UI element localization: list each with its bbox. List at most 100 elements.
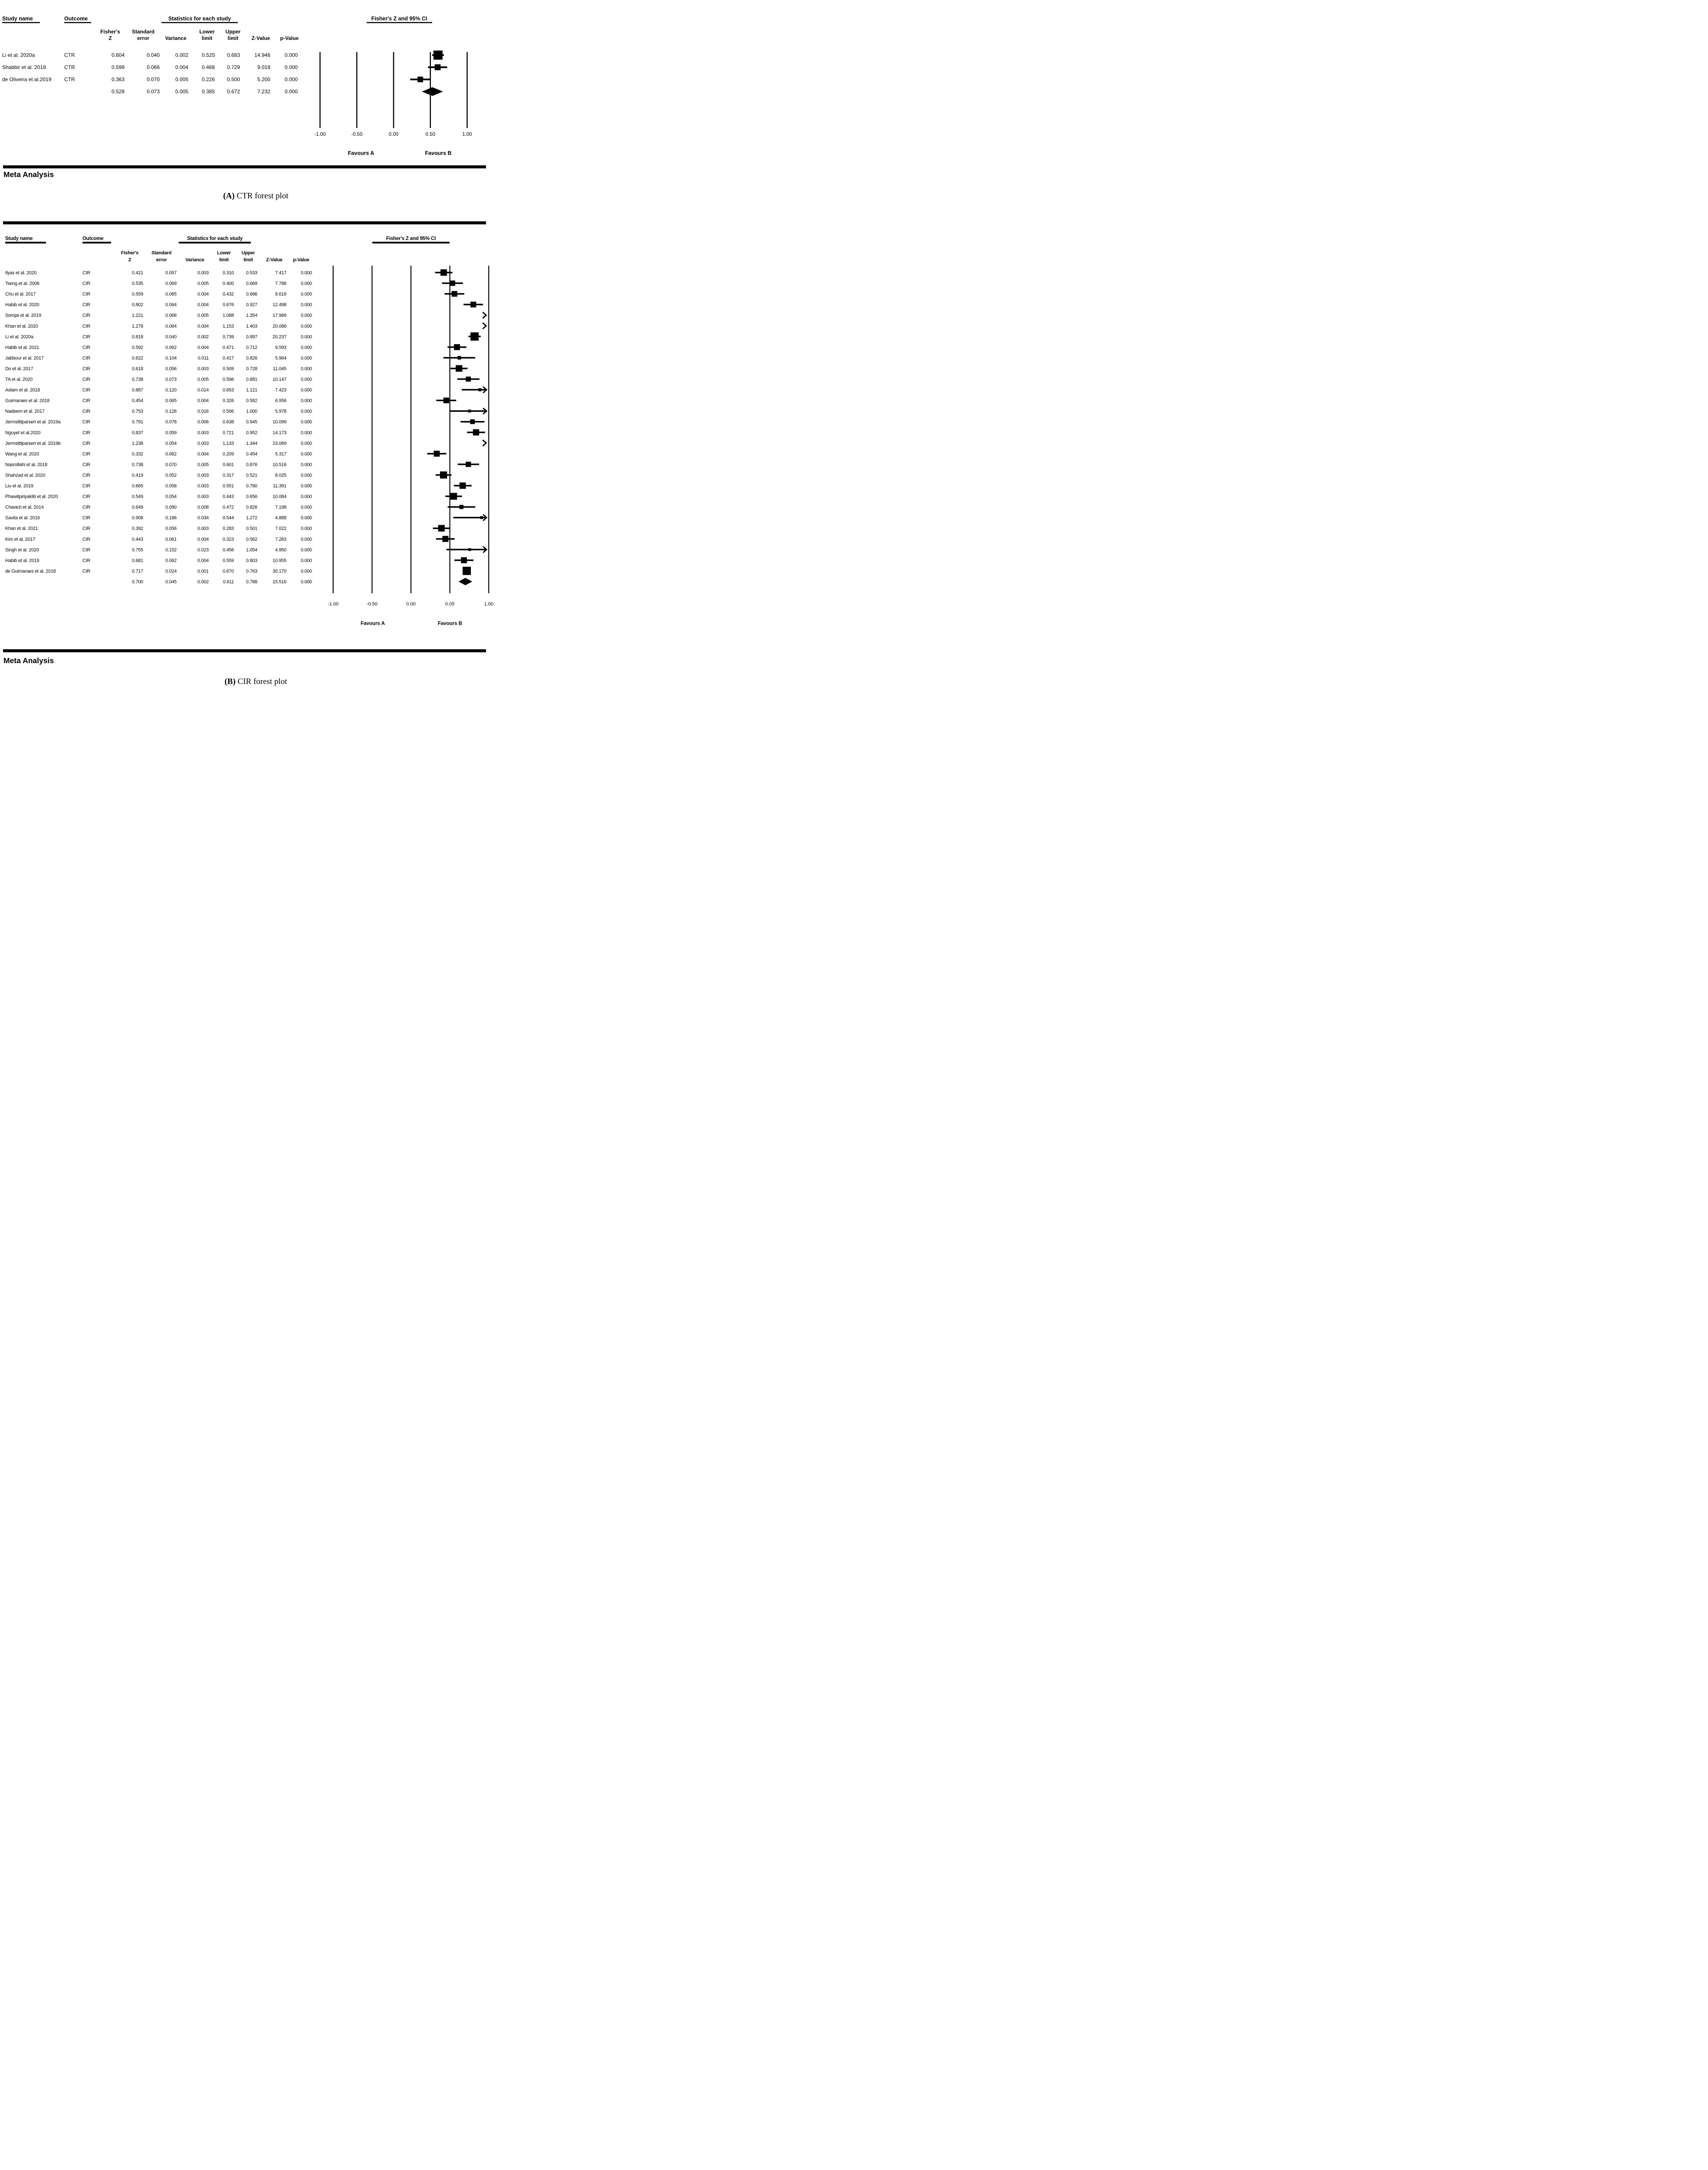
offscale-arrow-icon [482,439,487,447]
stat-cell: 4.888 [275,516,286,521]
outcome-cell: CIR [82,324,90,329]
stat-cell: 0.908 [132,516,143,521]
stat-cell: 0.443 [132,537,143,542]
axis-tick-label: 1.00 [462,132,472,137]
stat-cell: 0.023 [197,547,209,552]
stat-cell: 0.000 [285,89,298,95]
study-name-cell: Nasrollahi et al. 2018 [5,462,47,467]
stat-cell: 0.323 [223,537,234,542]
favours-right-label: Favours B [425,150,451,156]
stat-cell: 0.016 [197,409,209,414]
stat-cell: 6.956 [275,398,286,404]
outcome-cell: CIR [82,398,90,404]
stat-cell: 7.232 [257,89,270,95]
forest-square [461,557,467,563]
stat-cell: 0.186 [165,516,177,521]
stat-cell: 5.978 [275,409,286,414]
study-name-cell: Do et al. 2017 [5,366,33,372]
study-name-cell: Li et al. 2020a [2,52,35,58]
stat-cell: 0.454 [132,398,143,404]
axis-tick-label: 1.00 [484,602,493,607]
stat-cell: 0.034 [197,516,209,521]
stat-cell: 0.618 [132,366,143,372]
stat-cell: 1.403 [246,324,257,329]
study-name-cell: Wang et al. 2020 [5,451,39,457]
stat-cell: 0.000 [301,302,312,308]
stat-cell: 9.593 [275,345,286,350]
stat-cell: 1.354 [246,313,257,318]
stat-cell: 0.559 [223,558,234,563]
stat-cell: 0.385 [202,89,215,95]
stat-cell: 8.025 [275,473,286,478]
stat-cell: 0.326 [223,398,234,404]
stat-cell: 0.006 [197,420,209,425]
stat-cell: 0.672 [227,89,240,95]
stat-cell: 0.818 [132,334,143,339]
study-name-cell: de Oliveira et al.2019 [2,76,52,82]
stat-cell: 0.014 [197,388,209,393]
stat-cell: 0.592 [132,345,143,350]
stat-cell: 0.064 [165,302,177,308]
stat-cell: 0.000 [285,76,298,82]
column-header: Lower [217,250,231,256]
stat-cell: 0.506 [223,409,234,414]
stat-cell: 0.468 [202,64,215,70]
axis-tick-label: -0.50 [351,132,362,137]
outcome-cell: CIR [82,526,90,531]
stat-cell: 1.088 [223,313,234,318]
stat-cell: 0.005 [197,462,209,467]
outcome-cell: CIR [82,483,90,489]
stat-cell: 0.104 [165,355,177,361]
stat-cell: 11.045 [273,366,286,372]
stat-cell: 0.152 [165,547,177,552]
stat-cell: 0.004 [197,302,209,308]
column-header: Z-Value [266,257,282,263]
outcome-cell: CIR [82,270,90,276]
stat-cell: 0.004 [197,398,209,404]
forest-square [440,269,447,276]
stat-cell: 0.000 [301,292,312,297]
stat-cell: 0.000 [301,270,312,276]
forest-square [459,482,466,489]
effect-group-header: Fisher's Z and 95% CI [386,236,436,241]
stat-cell: 0.002 [197,579,209,585]
outcome-cell: CIR [82,366,90,372]
section-divider [3,165,486,168]
forest-square [478,388,482,391]
stat-cell: 14.946 [254,52,270,58]
outcome-cell: CTR [64,64,75,70]
summary-diamond [458,578,473,585]
stat-cell: 0.604 [112,52,125,58]
stat-cell: 0.001 [197,569,209,574]
stat-cell: 7.022 [275,526,286,531]
stat-cell: 0.000 [301,505,312,510]
stat-cell: 0.000 [301,537,312,542]
outcome-cell: CIR [82,430,90,435]
stat-cell: 0.011 [198,355,209,361]
stat-cell: 0.686 [246,292,257,297]
outcome-cell: CIR [82,377,90,382]
stat-cell: 0.226 [202,76,215,82]
stat-cell: 30.170 [273,569,286,574]
study-name-cell: Chavezi et al. 2014 [5,505,44,510]
study-name-cell: Habib et al. 2019 [5,558,39,563]
stat-cell: 0.000 [301,547,312,552]
stat-cell: 0.876 [246,462,257,467]
stat-cell: 0.062 [165,558,177,563]
column-header: Z [128,257,131,263]
stat-cell: 0.002 [197,334,209,339]
study-name-cell: Ilyas et al. 2020 [5,270,36,276]
study-name-cell: Jermsittiparsert et al. 2019b [5,441,61,446]
ci-arrow-icon [483,386,488,394]
stat-cell: 0.649 [132,505,143,510]
offscale-arrow-icon [482,312,487,319]
stat-cell: 4.950 [275,547,286,552]
outcome-cell: CIR [82,516,90,521]
stat-cell: 0.683 [227,52,240,58]
forest-square [468,409,471,413]
stat-cell: 0.317 [223,473,234,478]
stat-cell: 0.881 [246,377,257,382]
stat-cell: 0.454 [246,451,257,457]
stat-cell: 0.000 [301,334,312,339]
forest-square [468,548,471,551]
